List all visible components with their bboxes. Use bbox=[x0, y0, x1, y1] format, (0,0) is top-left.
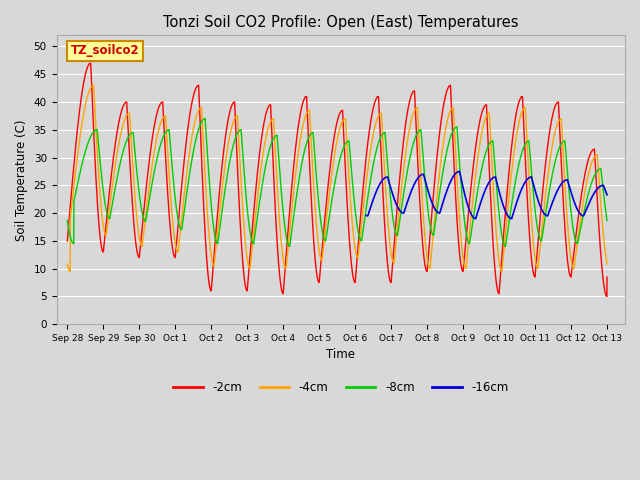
Text: TZ_soilco2: TZ_soilco2 bbox=[71, 44, 140, 57]
Y-axis label: Soil Temperature (C): Soil Temperature (C) bbox=[15, 119, 28, 240]
Title: Tonzi Soil CO2 Profile: Open (East) Temperatures: Tonzi Soil CO2 Profile: Open (East) Temp… bbox=[163, 15, 518, 30]
X-axis label: Time: Time bbox=[326, 348, 355, 361]
Legend: -2cm, -4cm, -8cm, -16cm: -2cm, -4cm, -8cm, -16cm bbox=[168, 377, 513, 399]
